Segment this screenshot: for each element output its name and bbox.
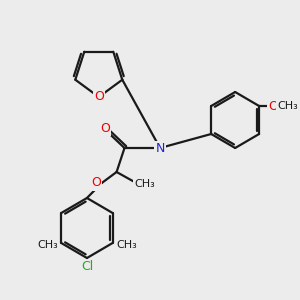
Text: N: N — [155, 142, 165, 154]
Text: O: O — [94, 91, 104, 103]
Text: Cl: Cl — [81, 260, 93, 274]
Text: CH₃: CH₃ — [134, 179, 154, 189]
Text: O: O — [268, 100, 278, 112]
Text: CH₃: CH₃ — [278, 101, 298, 111]
Text: O: O — [100, 122, 110, 134]
Text: CH₃: CH₃ — [37, 240, 58, 250]
Text: CH₃: CH₃ — [116, 240, 137, 250]
Text: O: O — [91, 176, 101, 190]
